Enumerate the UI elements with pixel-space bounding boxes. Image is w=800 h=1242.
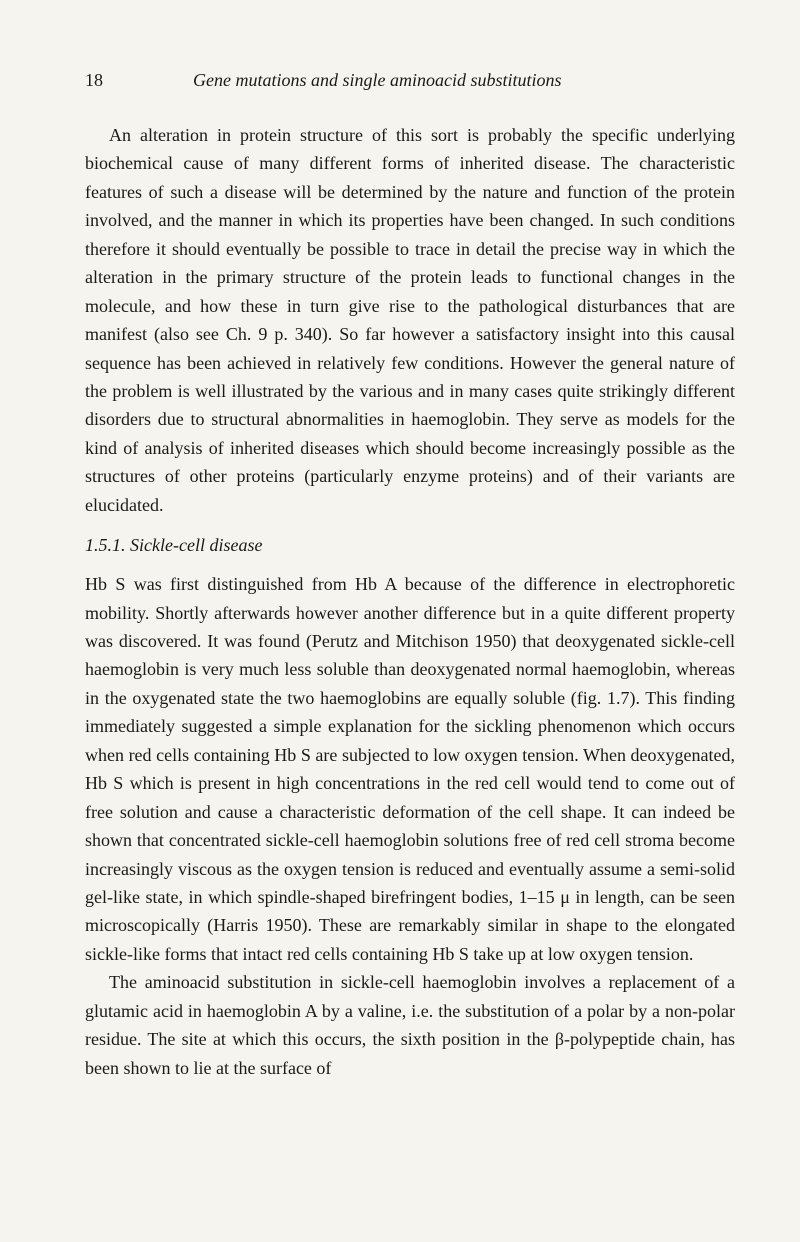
- section-heading: 1.5.1. Sickle-cell disease: [85, 535, 735, 556]
- body-paragraph-3: The aminoacid substitution in sickle-cel…: [85, 968, 735, 1082]
- body-paragraph-2: Hb S was first distinguished from Hb A b…: [85, 570, 735, 968]
- page-header: 18 Gene mutations and single aminoacid s…: [85, 70, 735, 91]
- body-paragraph-1: An alteration in protein structure of th…: [85, 121, 735, 519]
- chapter-title: Gene mutations and single aminoacid subs…: [193, 70, 562, 91]
- page-number: 18: [85, 70, 103, 91]
